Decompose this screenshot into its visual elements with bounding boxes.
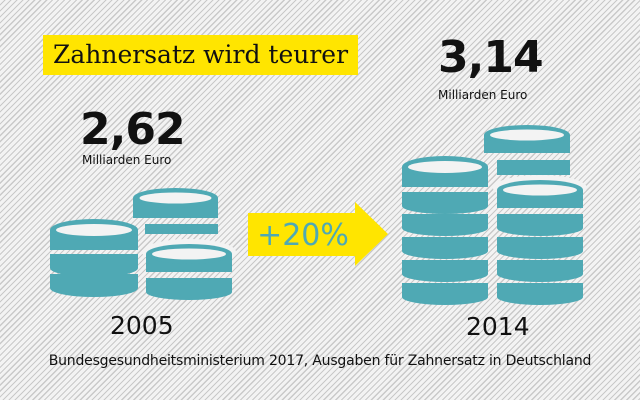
source-caption: Bundesgesundheitsministerium 2017, Ausga… [48,353,592,369]
year-2014: 2014 [466,312,530,341]
change-label: +20% [257,218,349,253]
value-2005: 2,62 [80,104,186,155]
coin-stack-2005 [50,188,236,300]
unit-2005: Milliarden Euro [82,153,172,167]
arrow-right-icon [248,202,388,266]
unit-2014: Milliarden Euro [438,88,528,102]
page-title: Zahnersatz wird teurer [43,35,359,75]
coin-stack-2014 [402,125,587,305]
value-2014: 3,14 [438,32,544,83]
year-2005: 2005 [110,311,174,340]
